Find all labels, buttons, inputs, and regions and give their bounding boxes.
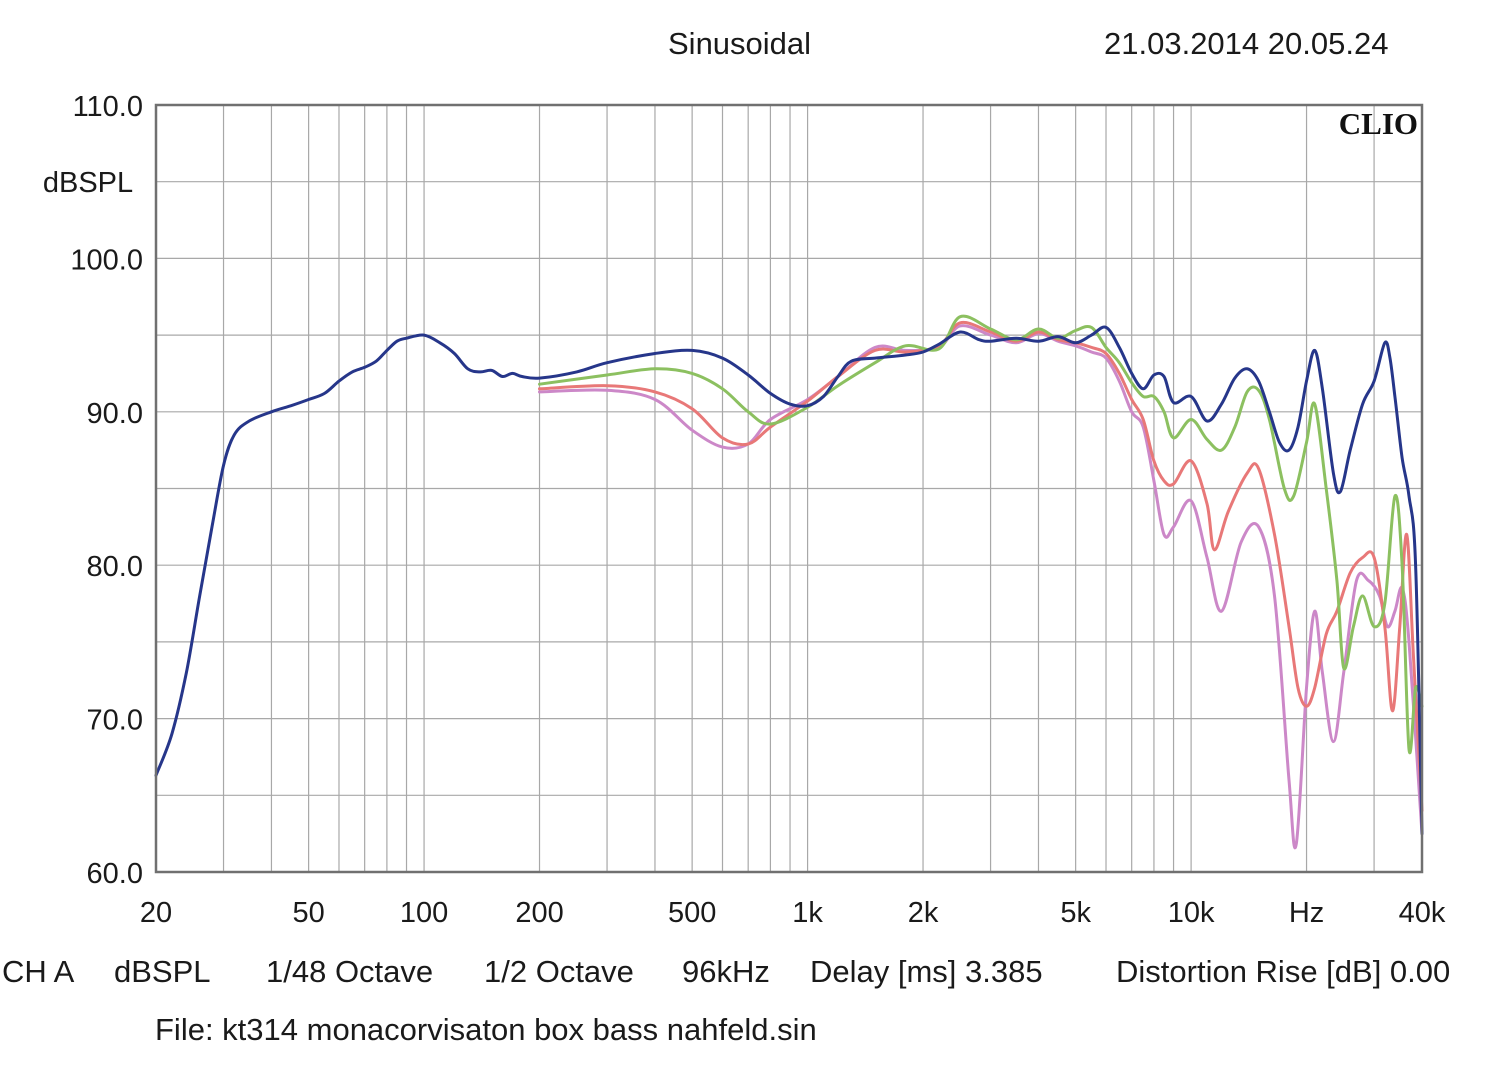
plot-frame — [154, 103, 1424, 874]
x-tick-label: 10k — [1168, 897, 1215, 929]
x-tick-label: 2k — [908, 897, 939, 929]
x-tick-label: Hz — [1289, 897, 1324, 929]
y-tick-label: 110.0 — [73, 91, 143, 123]
x-tick-label: 100 — [400, 897, 448, 929]
footer-file: File: kt314 monacorvisaton box bass nahf… — [155, 1012, 817, 1047]
footer-smoothing: 1/2 Octave — [484, 954, 634, 989]
footer-distortion: Distortion Rise [dB] 0.00 — [1116, 954, 1451, 989]
y-tick-label: 70.0 — [87, 705, 143, 737]
series-line-2 — [538, 320, 1424, 813]
chart-series — [154, 314, 1424, 850]
footer-unit: dBSPL — [114, 954, 211, 989]
header-datetime: 21.03.2014 20.05.24 — [1104, 26, 1389, 61]
footer-resolution: 1/48 Octave — [266, 954, 434, 989]
y-tick-labels: 110.0 100.0 90.0 80.0 70.0 60.0 — [70, 91, 143, 890]
y-tick-label: 80.0 — [87, 551, 143, 583]
footer-delay: Delay [ms] 3.385 — [810, 954, 1043, 989]
y-tick-label: 60.0 — [87, 858, 143, 890]
header-mode: Sinusoidal — [668, 26, 812, 61]
x-tick-label: 40k — [1399, 897, 1446, 929]
y-tick-label: 100.0 — [70, 244, 143, 276]
x-tick-label: 20 — [140, 897, 172, 929]
x-tick-label: 5k — [1060, 897, 1091, 929]
footer-sample-rate: 96kHz — [682, 954, 770, 989]
footer-channel: CH A — [2, 954, 75, 989]
series-line-4 — [154, 325, 1424, 836]
y-tick-label: 90.0 — [87, 398, 143, 430]
series-line-3 — [538, 314, 1424, 755]
x-tick-label: 50 — [292, 897, 324, 929]
x-tick-label: 200 — [515, 897, 563, 929]
clio-watermark: CLIO — [1339, 106, 1418, 141]
y-axis-label: dBSPL — [43, 167, 133, 199]
x-tick-label: 500 — [668, 897, 716, 929]
series-line-1 — [538, 324, 1424, 850]
x-tick-labels: 20 50 100 200 500 1k 2k 5k 10k Hz 40k — [140, 897, 1446, 929]
chart-grid — [156, 105, 1422, 872]
x-tick-label: 1k — [792, 897, 823, 929]
